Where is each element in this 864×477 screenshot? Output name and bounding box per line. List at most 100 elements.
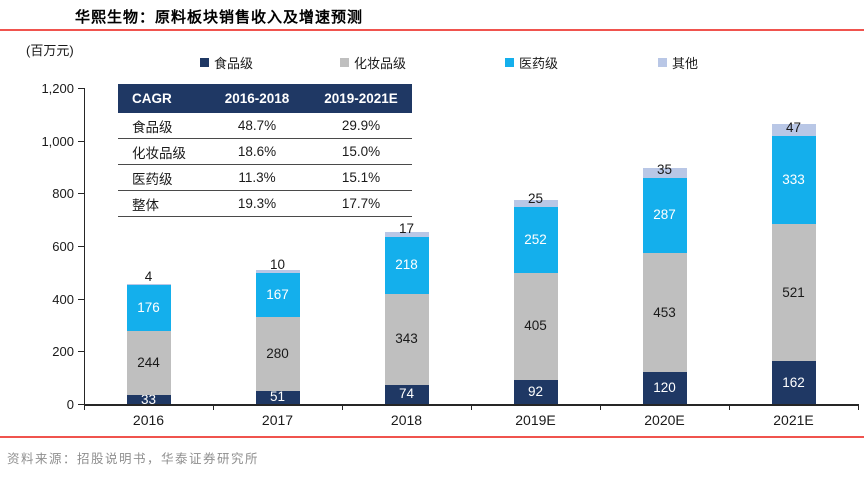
bar-label-2017-pharma-grade: 167 (266, 286, 289, 302)
cagr-header-cell: 2016-2018 (224, 91, 290, 106)
bar-segment-2016-food-grade (126, 395, 171, 404)
bar-segment-2020E-cosmetic-grade (642, 253, 687, 373)
bar-label-2019E-pharma-grade: 252 (524, 231, 547, 247)
footer-rule (0, 436, 864, 438)
x-axis-category-label: 2017 (261, 412, 294, 428)
chart-legend: 食品级 化妆品级 医药级 其他 (0, 53, 864, 72)
y-axis-tick-label: 0 (66, 397, 74, 412)
bar-segment-2018-pharma-grade (384, 236, 429, 295)
cagr-table-row: 化妆品级 18.6% 15.0% (118, 139, 412, 165)
x-axis-tick (600, 404, 601, 410)
y-axis-tick-label: 600 (52, 239, 74, 254)
legend-item-cosmetic-grade: 化妆品级 (340, 53, 406, 72)
bar-segment-2018-food-grade (384, 384, 429, 404)
bar-segment-2019E-food-grade (513, 379, 558, 404)
bar-segment-2019E-other (513, 200, 558, 207)
bar-segment-2018-other (384, 232, 429, 237)
cagr-row-label: 食品级 (132, 119, 173, 135)
bar-segment-2018-cosmetic-grade (384, 294, 429, 385)
cagr-table-row: 医药级 11.3% 15.1% (118, 165, 412, 191)
cagr-header-cell: CAGR (132, 91, 172, 106)
bar-label-2018-other: 17 (398, 220, 415, 236)
bar-label-2017-other: 10 (269, 256, 286, 272)
cagr-row-value: 17.7% (341, 196, 381, 211)
bar-label-2019E-cosmetic-grade: 405 (524, 318, 547, 334)
cagr-row-value: 48.7% (237, 118, 277, 133)
bar-label-2019E-other: 25 (527, 190, 544, 206)
legend-swatch-pharma-grade-icon (505, 58, 514, 67)
cagr-row-value: 19.3% (237, 196, 277, 211)
bar-label-2018-pharma-grade: 218 (395, 257, 418, 273)
legend-label-other: 其他 (672, 56, 699, 71)
bar-label-2016-other: 4 (144, 268, 153, 284)
bar-label-2018-food-grade: 74 (398, 386, 415, 402)
cagr-table: CAGR 2016-2018 2019-2021E 食品级 48.7% 29.9% 化妆品级… (118, 84, 412, 217)
bar-label-2020E-food-grade: 120 (653, 380, 676, 396)
x-axis-tick (471, 404, 472, 410)
legend-label-food-grade: 食品级 (214, 56, 254, 71)
y-axis-tick (78, 193, 84, 195)
x-axis-category-label: 2021E (773, 412, 814, 428)
bar-segment-2017-pharma-grade (255, 272, 300, 317)
cagr-row-value: 11.3% (238, 170, 276, 185)
y-axis-tick-label: 1,000 (41, 133, 74, 149)
bar-segment-2020E-pharma-grade (642, 177, 687, 254)
cagr-table-row: 整体 19.3% 17.7% (118, 191, 412, 217)
cagr-table-row: 食品级 48.7% 29.9% (118, 113, 412, 139)
bar-label-2021E-food-grade: 162 (782, 374, 805, 390)
bar-label-2016-pharma-grade: 176 (137, 299, 160, 315)
bar-label-2017-food-grade: 51 (269, 389, 286, 405)
y-axis-tick (78, 246, 84, 247)
x-axis-tick (729, 404, 730, 410)
legend-item-food-grade: 食品级 (200, 53, 253, 72)
y-axis-tick (78, 351, 84, 353)
bar-label-2020E-cosmetic-grade: 453 (653, 304, 676, 320)
y-axis-tick-label: 400 (52, 291, 74, 307)
y-axis-tick-label: 800 (52, 186, 74, 202)
y-axis-tick-label: 200 (52, 344, 74, 360)
cagr-row-label: 整体 (132, 197, 159, 213)
cagr-row-value: 18.6% (237, 144, 277, 159)
x-axis-tick (84, 404, 85, 410)
bar-label-2016-cosmetic-grade: 244 (137, 355, 160, 371)
bar-segment-2021E-other (771, 124, 816, 137)
source-note: 资料来源：招股说明书，华泰证券研究所 (7, 452, 260, 466)
y-axis-line (84, 88, 85, 406)
bar-segment-2020E-other (642, 168, 687, 178)
bar-segment-2017-cosmetic-grade (255, 316, 300, 391)
legend-label-cosmetic-grade: 化妆品级 (354, 56, 407, 71)
bar-segment-2019E-pharma-grade (513, 206, 558, 274)
bar-segment-2019E-cosmetic-grade (513, 273, 558, 380)
legend-swatch-other-icon (658, 58, 667, 67)
bar-label-2021E-cosmetic-grade: 521 (782, 284, 805, 300)
legend-label-pharma-grade: 医药级 (519, 56, 559, 71)
bar-label-2017-cosmetic-grade: 280 (266, 345, 289, 361)
bar-segment-2021E-food-grade (771, 361, 816, 404)
bar-label-2021E-pharma-grade: 333 (782, 172, 805, 188)
title-underline (0, 29, 864, 31)
cagr-row-label: 化妆品级 (132, 145, 186, 161)
bar-label-2020E-pharma-grade: 287 (653, 207, 676, 223)
bar-label-2019E-food-grade: 92 (527, 383, 544, 399)
x-axis-category-label: 2018 (390, 412, 423, 428)
x-axis-category-label: 2016 (132, 412, 165, 428)
cagr-row-value: 15.0% (341, 144, 381, 159)
y-axis-tick (78, 404, 84, 405)
x-axis-tick (213, 404, 214, 410)
x-axis-tick (858, 404, 859, 410)
legend-swatch-food-grade-icon (200, 58, 209, 67)
legend-swatch-cosmetic-grade-icon (340, 58, 349, 67)
bar-segment-2020E-food-grade (642, 372, 687, 404)
legend-item-other: 其他 (658, 53, 698, 72)
cagr-row-value: 29.9% (341, 118, 381, 133)
cagr-table-header: CAGR 2016-2018 2019-2021E (118, 84, 412, 113)
bar-label-2021E-other: 47 (785, 120, 802, 136)
cagr-row-label: 医药级 (132, 171, 173, 187)
bar-segment-2021E-cosmetic-grade (771, 224, 816, 362)
x-axis-category-label: 2019E (515, 412, 556, 428)
y-axis-tick (78, 298, 84, 300)
x-axis-category-label: 2020E (644, 412, 685, 428)
cagr-header-cell: 2019-2021E (324, 91, 398, 106)
